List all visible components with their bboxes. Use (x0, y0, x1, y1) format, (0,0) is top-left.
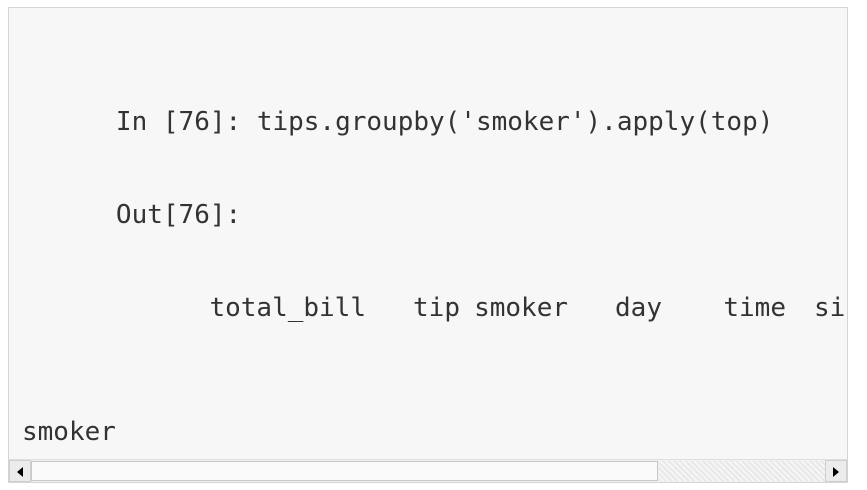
index-name: smoker (22, 417, 116, 447)
output-prompt-line: Out[76]: (22, 169, 847, 230)
left-arrow-icon[interactable] (9, 460, 31, 482)
column-header-smoker: smoker (474, 293, 568, 323)
column-header-size-truncated: si (814, 293, 846, 323)
index-name-row: smoker (22, 417, 847, 448)
input-code: tips.groupby('smoker').apply(top) (256, 107, 774, 137)
column-header-total-bill: total_bill (209, 293, 366, 323)
right-arrow-icon[interactable] (825, 460, 847, 482)
table-header-row: total_bill tip smoker day time si (22, 293, 847, 324)
input-prompt: In [76]: (115, 107, 242, 137)
scrollbar-track[interactable] (659, 461, 825, 481)
column-header-tip: tip (413, 293, 460, 323)
input-line: In [76]: tips.groupby('smoker').apply(to… (22, 76, 847, 137)
code-output: In [76]: tips.groupby('smoker').apply(to… (22, 14, 847, 460)
column-header-day: day (615, 293, 662, 323)
output-panel: In [76]: tips.groupby('smoker').apply(to… (8, 7, 848, 483)
scrollbar-thumb[interactable] (31, 461, 658, 481)
column-header-time: time (723, 293, 786, 323)
horizontal-scrollbar[interactable] (9, 459, 847, 482)
output-prompt: Out[76]: (115, 200, 242, 230)
